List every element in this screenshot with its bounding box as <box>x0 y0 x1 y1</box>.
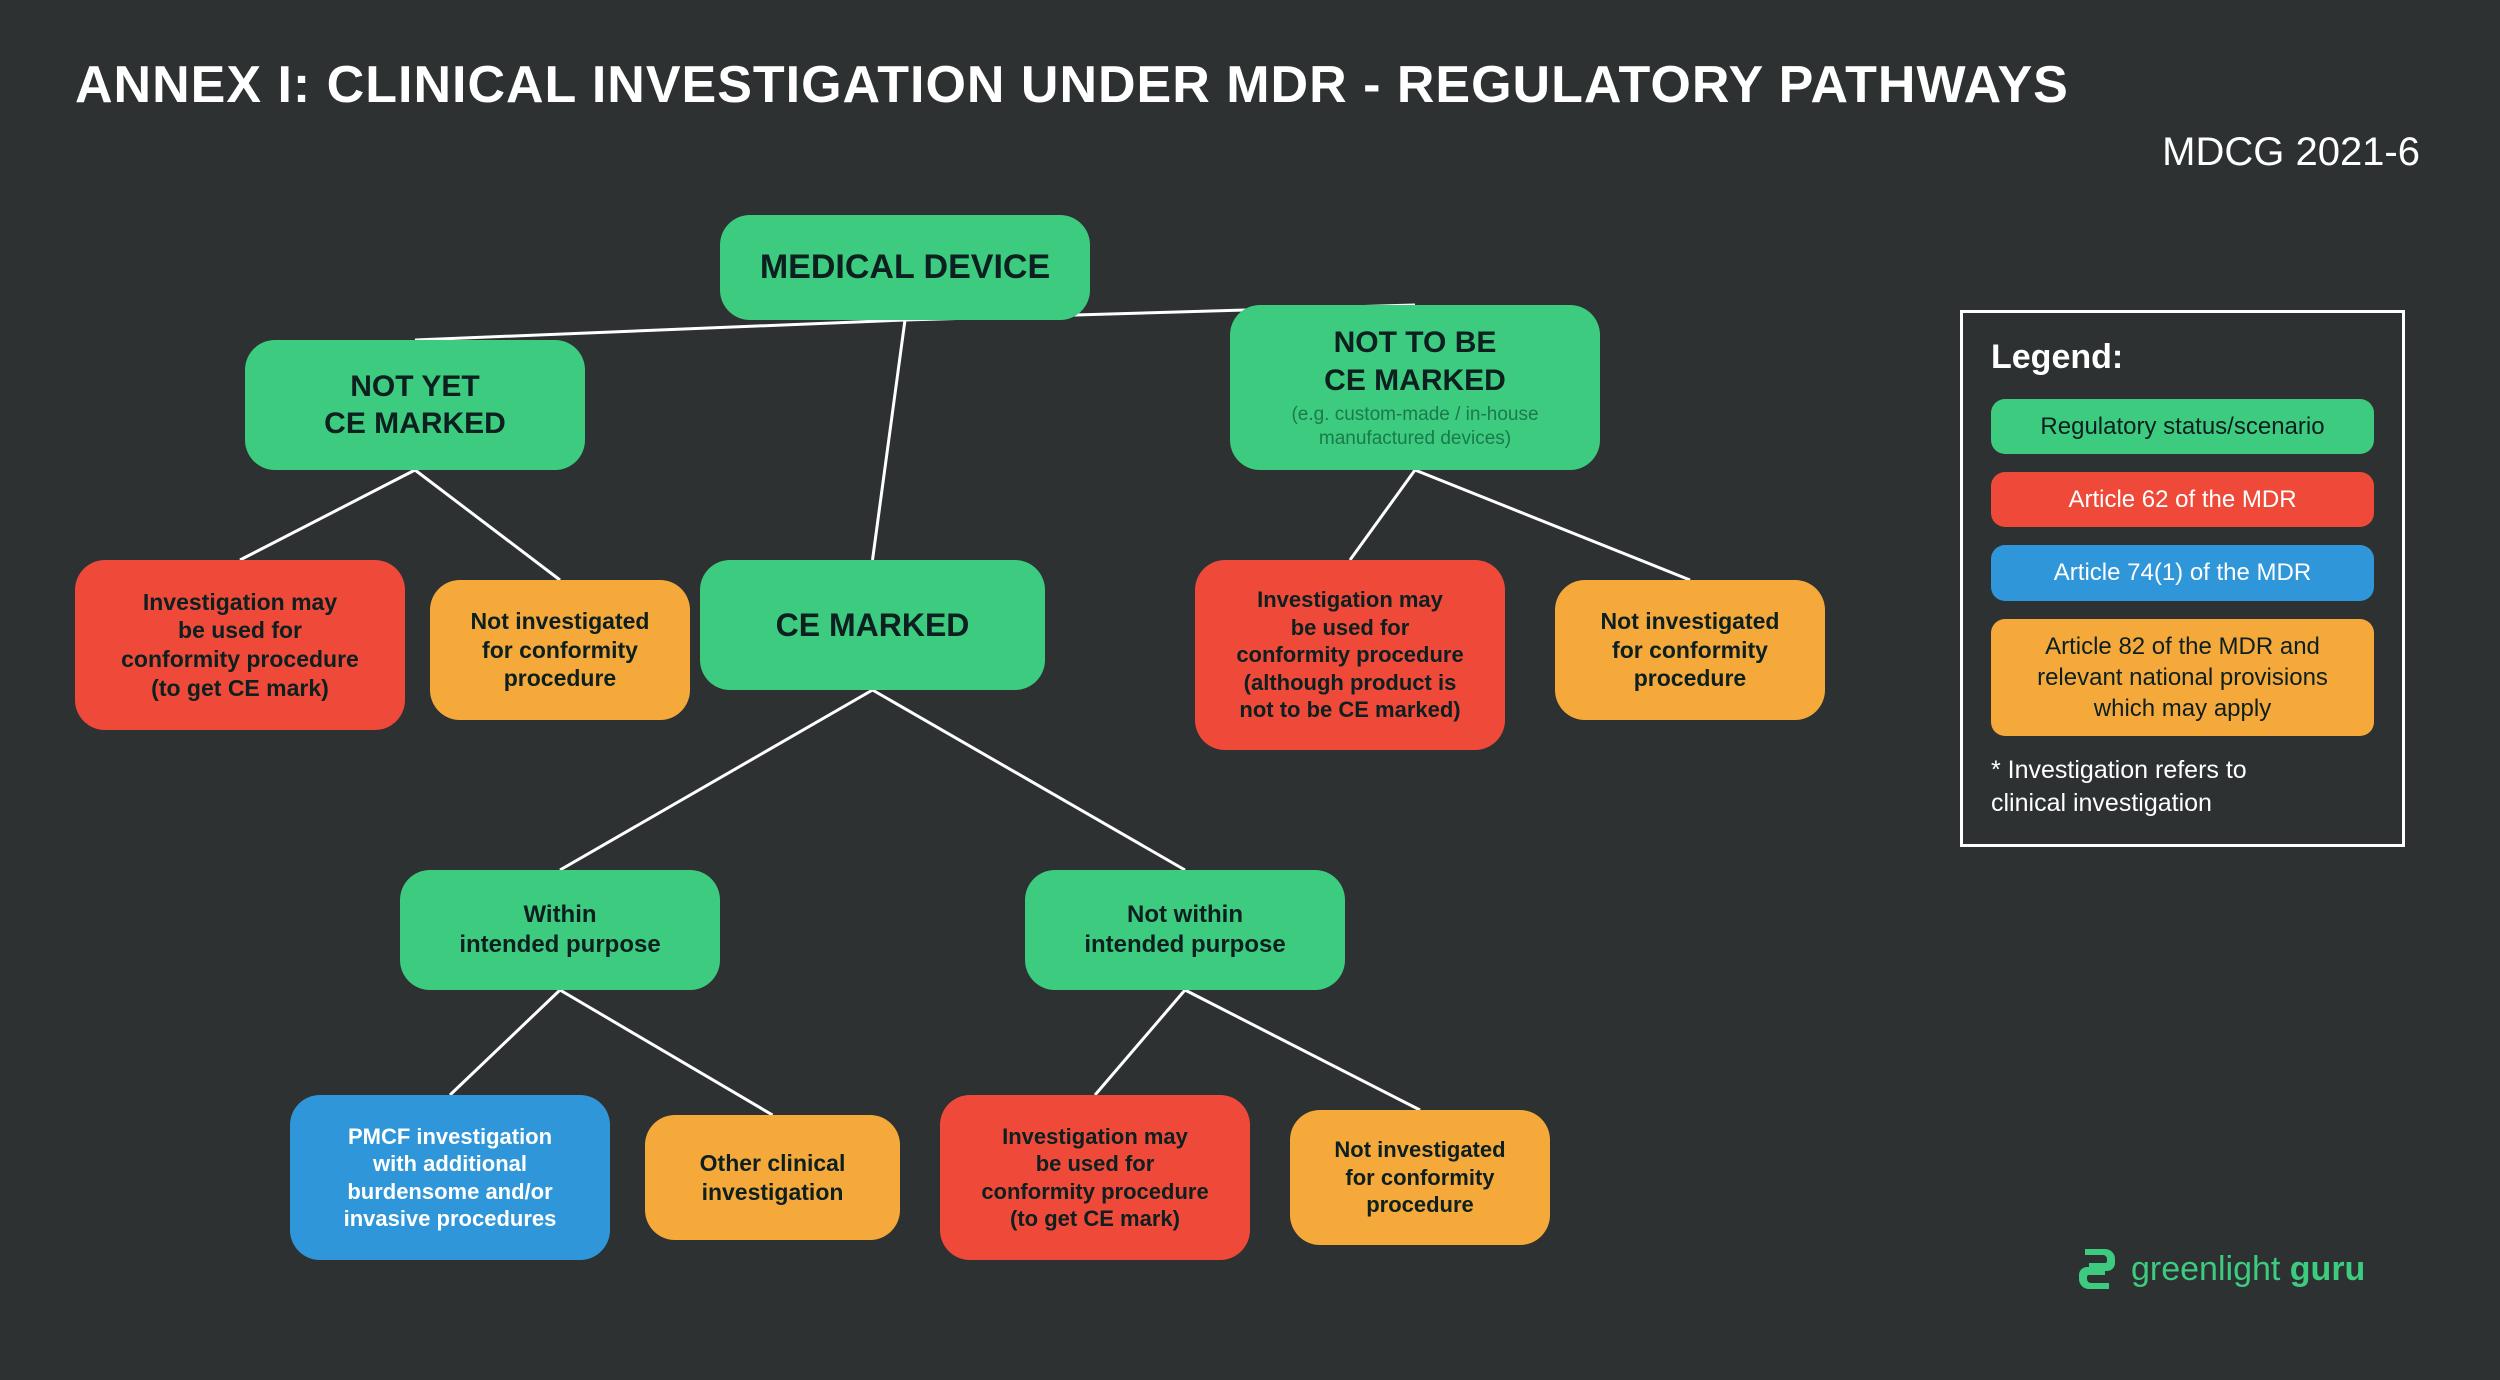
legend-item-3: Article 82 of the MDR and relevant natio… <box>1991 619 2374 737</box>
page-subtitle: MDCG 2021-6 <box>2162 130 2420 175</box>
legend-note: * Investigation refers to clinical inves… <box>1991 754 2374 819</box>
node-nw_red: Investigation may be used for conformity… <box>940 1095 1250 1260</box>
node-pmcf: PMCF investigation with additional burde… <box>290 1095 610 1260</box>
node-notwithin: Not within intended purpose <box>1025 870 1345 990</box>
node-notyet: NOT YET CE MARKED <box>245 340 585 470</box>
node-cemarked: CE MARKED <box>700 560 1045 690</box>
node-notto: NOT TO BE CE MARKED(e.g. custom-made / i… <box>1230 305 1600 470</box>
node-ny_orange: Not investigated for conformity procedur… <box>430 580 690 720</box>
node-ny_red: Investigation may be used for conformity… <box>75 560 405 730</box>
legend-item-1: Article 62 of the MDR <box>1991 472 2374 527</box>
node-other: Other clinical investigation <box>645 1115 900 1240</box>
logo-icon <box>2075 1245 2119 1293</box>
legend-title: Legend: <box>1991 338 2374 377</box>
legend-item-0: Regulatory status/scenario <box>1991 399 2374 454</box>
legend-item-2: Article 74(1) of the MDR <box>1991 545 2374 600</box>
node-root: MEDICAL DEVICE <box>720 215 1090 320</box>
legend-box: Legend: Regulatory status/scenario Articl… <box>1960 310 2405 847</box>
page-title: ANNEX I: CLINICAL INVESTIGATION UNDER MD… <box>75 55 2069 115</box>
logo-text: greenlight guru <box>2131 1250 2365 1289</box>
node-within: Within intended purpose <box>400 870 720 990</box>
node-nt_red: Investigation may be used for conformity… <box>1195 560 1505 750</box>
brand-logo: greenlight guru <box>2075 1245 2365 1293</box>
node-nw_orange: Not investigated for conformity procedur… <box>1290 1110 1550 1245</box>
node-nt_orange: Not investigated for conformity procedur… <box>1555 580 1825 720</box>
